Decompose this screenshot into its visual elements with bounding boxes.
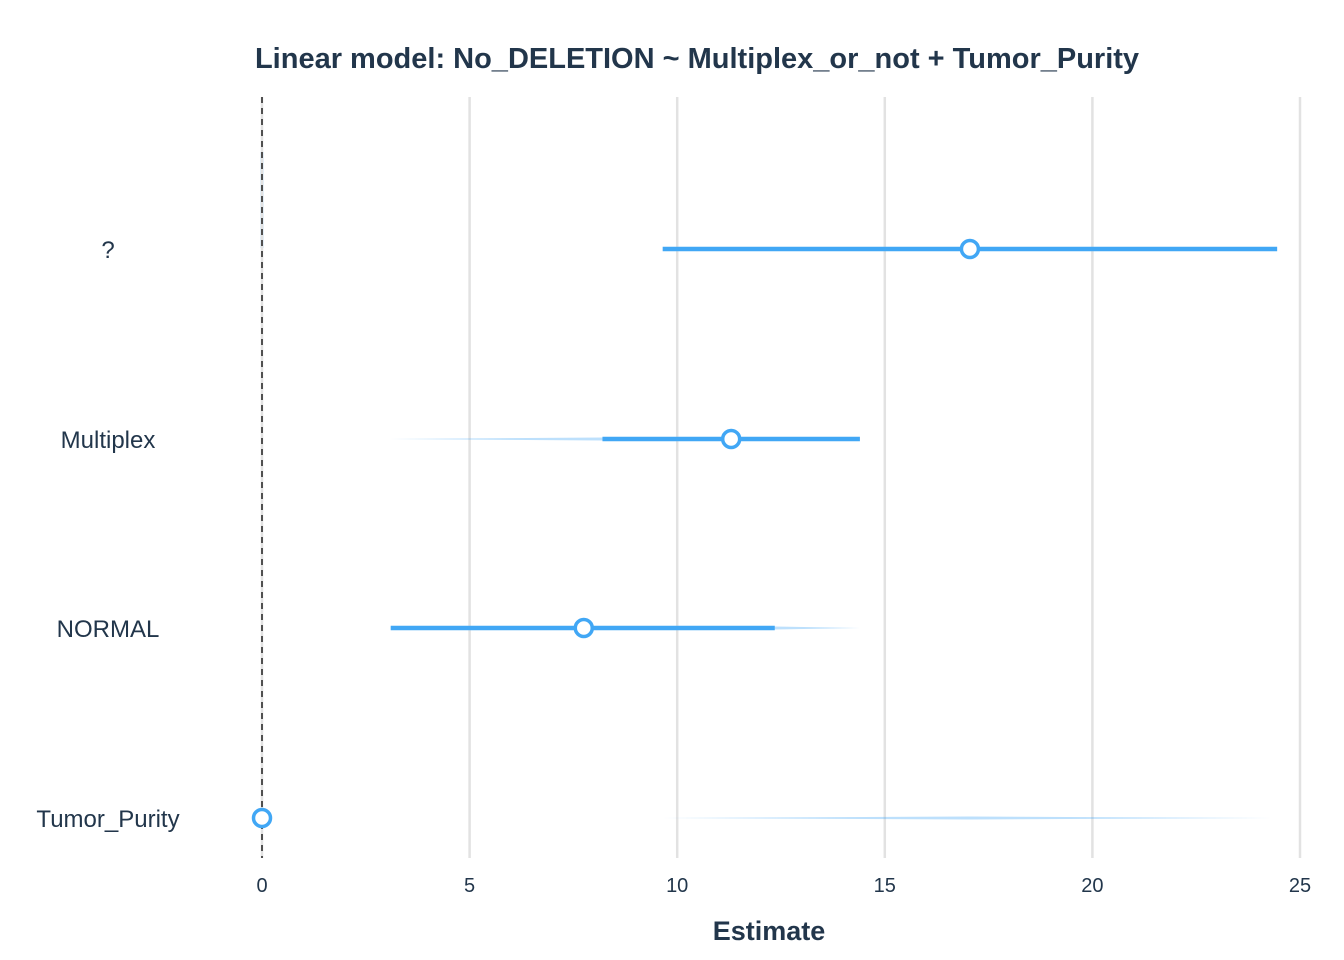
x-tick-label: 20 — [1081, 875, 1103, 897]
x-tick-label: 15 — [874, 875, 896, 897]
row-label: Multiplex — [61, 427, 156, 454]
x-tick-label: 10 — [666, 875, 688, 897]
point-estimate — [251, 807, 273, 829]
point-estimate — [959, 238, 981, 260]
x-axis-title: Estimate — [713, 916, 826, 946]
grid-layer — [468, 97, 1302, 858]
x-tick-label: 25 — [1289, 875, 1311, 897]
x-tick-label: 0 — [256, 875, 267, 897]
x-tick-label: 5 — [464, 875, 475, 897]
chart-title: Linear model: No_DELETION ~ Multiplex_or… — [255, 43, 1139, 75]
labels-layer: 0 5 10 15 20 25? Multiplex NORMAL Tumor_Purity — [36, 237, 1311, 897]
marks-layer — [251, 238, 1278, 829]
row-label: ? — [101, 237, 114, 264]
point-estimate — [573, 617, 595, 639]
distribution-wedge — [662, 816, 1278, 820]
row-label: NORMAL — [57, 616, 160, 643]
point-estimate — [720, 428, 742, 450]
distribution-layer — [260, 152, 1278, 820]
row-label: Tumor_Purity — [36, 806, 179, 833]
